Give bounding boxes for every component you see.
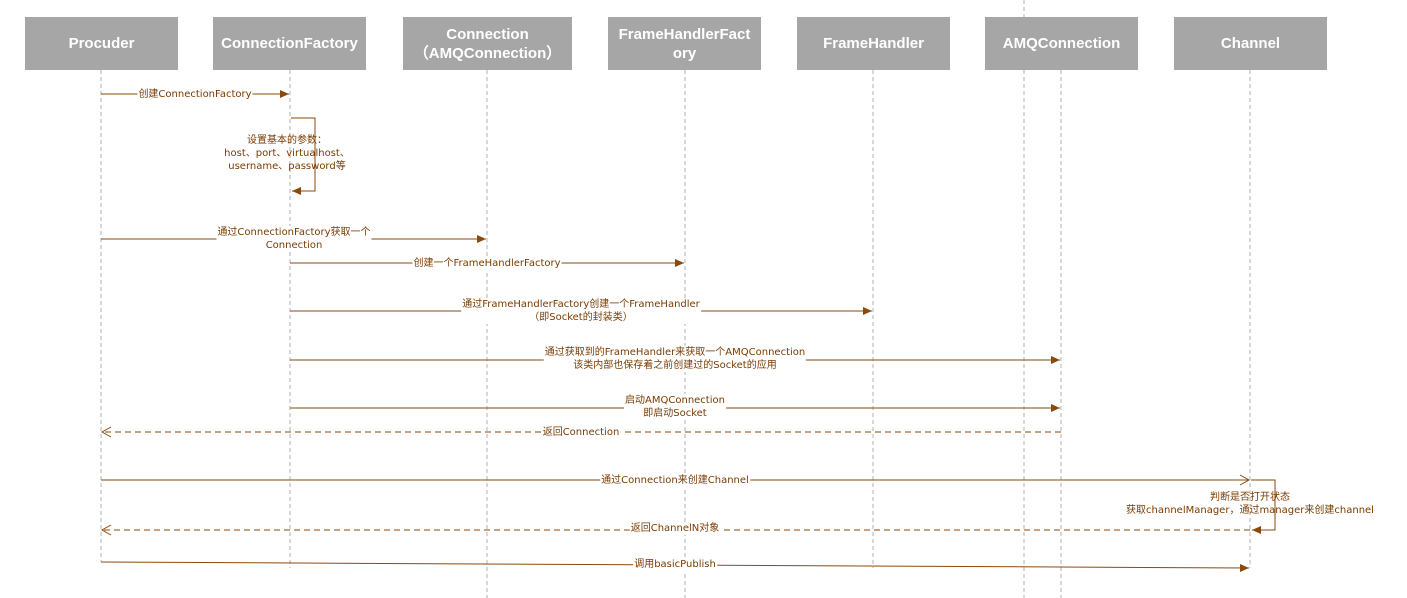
message-label: 通过获取到的FrameHandler来获取一个AMQConnection (544, 347, 806, 358)
note-set-params: 设置基本的参数： host、port、virtualhost、 username… (223, 134, 351, 173)
participant-procuder: Procuder (25, 17, 178, 70)
participant-label-sub: ory (672, 44, 697, 62)
note-line: username、password等 (228, 161, 346, 172)
arrow-channel-self (1251, 479, 1276, 534)
participant-frame-handler: FrameHandler (797, 17, 950, 70)
message-label: 通过ConnectionFactory获取一个 (217, 227, 371, 238)
participant-label-sub: （AMQConnection） (413, 44, 562, 62)
participant-connection-factory: ConnectionFactory (213, 17, 366, 70)
participant-label: ConnectionFactory (221, 35, 358, 52)
note-line: host、port、virtualhost、 (224, 148, 350, 159)
message-create-fh-factory: 创建一个FrameHandlerFactory (412, 257, 562, 270)
message-create-channel: 通过Connection来创建Channel (600, 474, 750, 487)
participant-frame-handler-factory: FrameHandlerFact ory (608, 17, 761, 70)
message-label: Connection (265, 240, 323, 251)
message-label: 通过FrameHandlerFactory创建一个FrameHandler (462, 299, 700, 310)
message-label: 创建ConnectionFactory (138, 89, 252, 100)
arrow-set-params-self (291, 117, 316, 195)
message-get-connection: 通过ConnectionFactory获取一个 Connection (216, 226, 372, 252)
participant-label: FrameHandler (823, 35, 924, 52)
participant-channel: Channel (1174, 17, 1327, 70)
note-line: 判断是否打开状态 (1209, 492, 1290, 503)
message-start-amq: 启动AMQConnection 即启动Socket (624, 394, 726, 420)
participant-label: FrameHandlerFact (618, 25, 751, 43)
message-create-factory: 创建ConnectionFactory (137, 88, 253, 101)
note-channel: 判断是否打开状态 获取channelManager，通过manager来创建ch… (1125, 491, 1375, 517)
message-label: 该类内部也保存着之前创建过的Socket的应用 (573, 360, 777, 371)
message-label: 即启动Socket (643, 408, 707, 419)
message-label: 返回ChannelN对象 (630, 523, 720, 534)
message-label: 通过Connection来创建Channel (601, 475, 749, 486)
participant-connection: Connection （AMQConnection） (403, 17, 572, 70)
message-return-channel: 返回ChannelN对象 (629, 522, 721, 535)
message-label: （即Socket的封装类） (529, 312, 633, 323)
note-line: 设置基本的参数： (247, 135, 327, 146)
message-label: 创建一个FrameHandlerFactory (413, 258, 561, 269)
participant-label: Channel (1220, 35, 1281, 52)
participant-amq-connection: AMQConnection (985, 17, 1138, 70)
message-create-frame-handler: 通过FrameHandlerFactory创建一个FrameHandler （即… (461, 298, 701, 324)
message-get-amq-connection: 通过获取到的FrameHandler来获取一个AMQConnection 该类内… (543, 346, 807, 372)
message-label: 调用basicPublish (634, 559, 716, 570)
note-line: 获取channelManager，通过manager来创建channel (1126, 505, 1374, 516)
participant-label: Procuder (68, 35, 135, 52)
message-basic-publish: 调用basicPublish (633, 558, 717, 571)
message-return-connection: 返回Connection (541, 426, 621, 439)
message-label: 启动AMQConnection (625, 395, 725, 406)
message-label: 返回Connection (542, 427, 620, 438)
participant-label: AMQConnection (1002, 35, 1121, 52)
participant-label: Connection (446, 25, 529, 43)
